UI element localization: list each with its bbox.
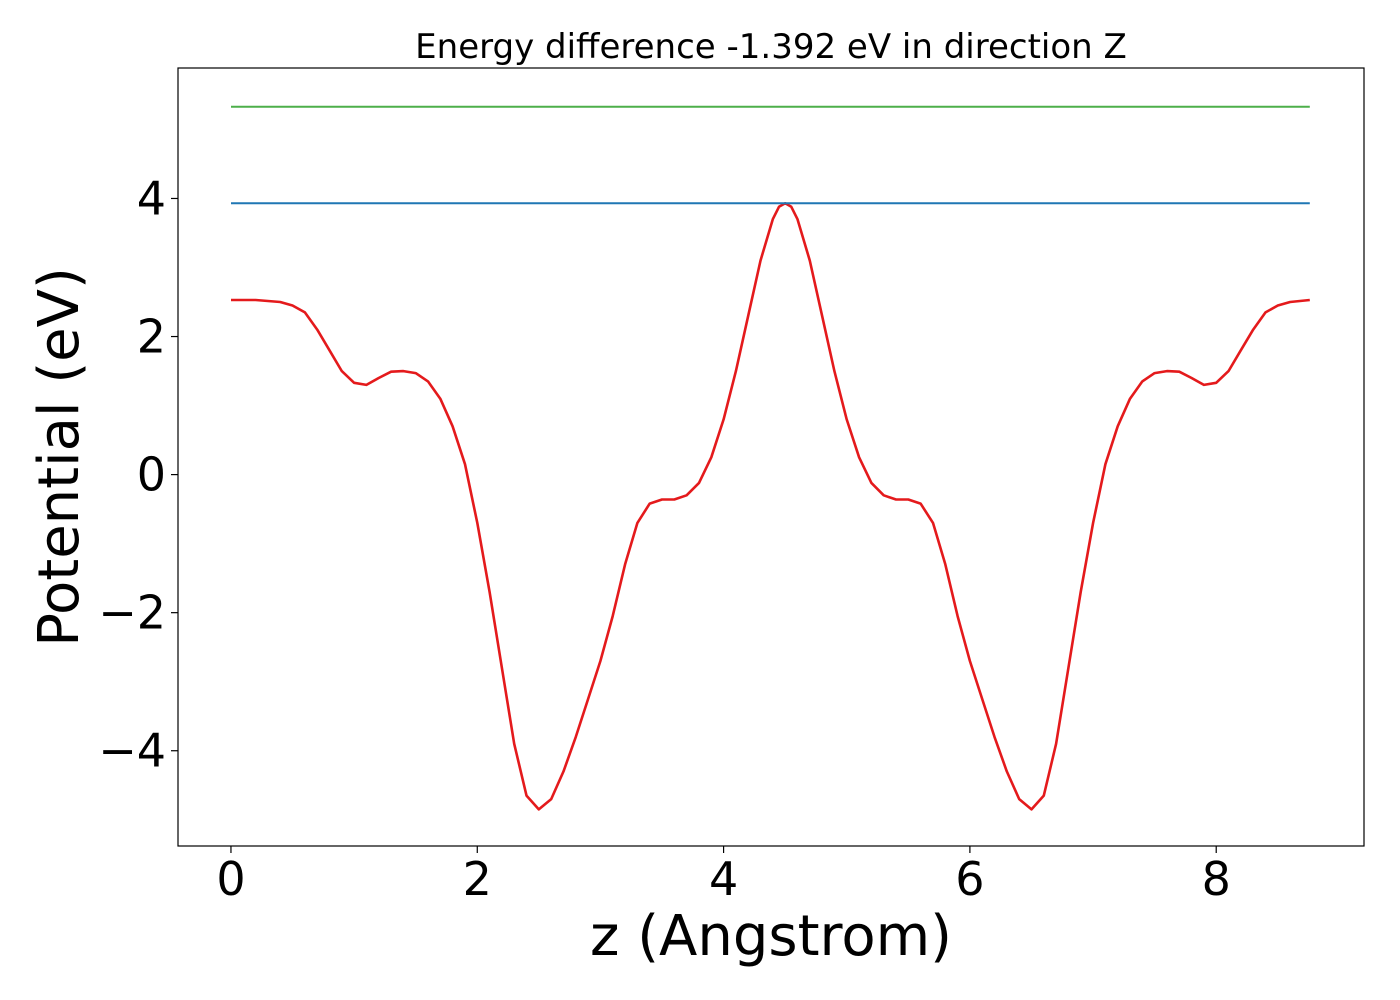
x-tick-label: 4	[709, 852, 738, 906]
y-tick-label: −2	[98, 586, 166, 640]
chart-title: Energy difference -1.392 eV in direction…	[415, 27, 1127, 67]
y-tick-label: 4	[137, 171, 166, 225]
y-tick-label: 0	[137, 448, 166, 502]
x-tick-label: 6	[955, 852, 984, 906]
x-tick-label: 8	[1202, 852, 1231, 906]
x-tick-label: 2	[463, 852, 492, 906]
plot-frame	[177, 67, 1365, 847]
series-layer	[231, 105, 1310, 811]
y-axis-label: Potential (eV)	[27, 267, 92, 647]
y-tick-label: 2	[137, 310, 166, 364]
x-axis-label: z (Angstrom)	[590, 904, 952, 969]
ticks-layer: 0 2 4 6 8 −4 −2 0 2 4	[98, 171, 1231, 906]
series-line-1	[231, 202, 1310, 811]
y-tick-label: −4	[98, 724, 166, 778]
x-tick-label: 0	[216, 852, 245, 906]
